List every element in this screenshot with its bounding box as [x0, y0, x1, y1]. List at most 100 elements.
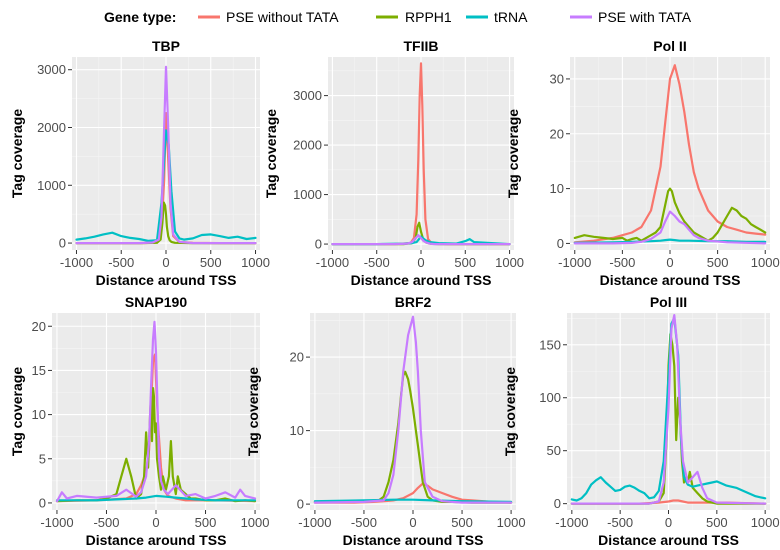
legend-label-2: RPPH1 — [405, 9, 452, 25]
x-tick-label: 500 — [451, 515, 473, 530]
x-axis-title: Distance around TSS — [598, 532, 739, 548]
panel-tfiib: -1000 -500 0 500 1000 0 1000 2000 3000 TFIIB Dista… — [263, 38, 524, 288]
x-tick-label: -1000 — [40, 515, 73, 530]
legend-item-2: RPPH1 — [376, 9, 452, 25]
panel-title: TFIIB — [404, 38, 439, 54]
x-tick-label: 0 — [162, 255, 169, 270]
y-tick-label: 2000 — [37, 120, 66, 135]
y-tick-label: 0 — [554, 496, 561, 511]
x-tick-label: 500 — [200, 255, 222, 270]
y-tick-label: 0 — [297, 497, 304, 512]
y-tick-label: 20 — [290, 350, 304, 365]
series-line-trna — [313, 498, 513, 503]
y-tick-label: 3000 — [37, 62, 66, 77]
x-tick-label: 0 — [665, 515, 672, 530]
x-axis-title: Distance around TSS — [600, 272, 741, 288]
x-axis-title: Distance around TSS — [96, 272, 237, 288]
x-tick-label: -500 — [108, 255, 134, 270]
x-axis-title: Distance around TSS — [343, 532, 484, 548]
x-tick-label: -1000 — [298, 515, 331, 530]
y-axis-title: Tag coverage — [505, 109, 521, 198]
legend-item-1: PSE without TATA — [198, 9, 339, 25]
y-tick-label: 50 — [547, 443, 561, 458]
x-tick-label: -500 — [93, 515, 119, 530]
y-tick-label: 10 — [290, 423, 304, 438]
y-tick-label: 5 — [39, 451, 46, 466]
x-tick-label: 1000 — [751, 515, 780, 530]
y-tick-label: 10 — [550, 181, 564, 196]
x-tick-label: 500 — [706, 515, 728, 530]
y-tick-label: 150 — [539, 337, 561, 352]
y-tick-label: 0 — [557, 236, 564, 251]
legend-label-3: tRNA — [494, 9, 528, 25]
legend-label-1: PSE without TATA — [226, 9, 339, 25]
panel-title: Pol III — [650, 294, 687, 310]
x-tick-label: 1000 — [241, 255, 270, 270]
legend-label-4: PSE with TATA — [598, 9, 692, 25]
x-tick-label: 0 — [409, 515, 416, 530]
x-tick-label: -500 — [364, 255, 390, 270]
series-line-rpph1 — [75, 201, 257, 245]
panel-brf2: -1000 -500 0 500 1000 0 10 20 BRF2 Distance aroun… — [245, 294, 526, 548]
panel-title: BRF2 — [395, 294, 432, 310]
panel-tbp: -1000 -500 0 500 1000 0 1000 2000 3000 TBP Distanc… — [9, 38, 270, 288]
x-tick-label: 500 — [195, 515, 217, 530]
y-tick-label: 0 — [59, 236, 66, 251]
chart-panels: -1000 -500 0 500 10000100020003000TBPDistanc… — [9, 38, 780, 548]
series-line-pse-with-tata — [570, 314, 767, 505]
series-line-trna — [55, 494, 257, 502]
series-line-rpph1 — [573, 187, 767, 242]
series-line-pse-with-tata — [331, 234, 511, 246]
x-tick-label: 0 — [417, 255, 424, 270]
x-tick-label: -500 — [607, 515, 633, 530]
x-tick-label: 500 — [707, 255, 729, 270]
legend-item-4: PSE with TATA — [570, 9, 692, 25]
y-axis-title: Tag coverage — [263, 109, 279, 198]
x-tick-label: 1000 — [751, 255, 780, 270]
series-line-pse-without-tata — [573, 64, 767, 244]
y-tick-label: 0 — [315, 237, 322, 252]
panel-title: Pol II — [653, 38, 686, 54]
x-tick-label: -1000 — [60, 255, 93, 270]
legend-title: Gene type: — [104, 9, 176, 25]
legend-item-3: tRNA — [466, 9, 528, 25]
panel-title: SNAP190 — [125, 294, 187, 310]
y-tick-label: 10 — [32, 407, 46, 422]
x-tick-label: 1000 — [497, 515, 526, 530]
y-tick-label: 0 — [39, 495, 46, 510]
y-tick-label: 20 — [550, 126, 564, 141]
panel-pol-iii: -1000 -500 0 500 1000 0 50 100 150 Pol III Distanc… — [502, 294, 780, 548]
x-tick-label: -1000 — [555, 515, 588, 530]
x-tick-label: 1000 — [241, 515, 270, 530]
y-axis-title: Tag coverage — [9, 109, 25, 198]
y-tick-label: 100 — [539, 390, 561, 405]
y-axis-title: Tag coverage — [9, 367, 25, 456]
y-tick-label: 30 — [550, 71, 564, 86]
x-tick-label: 0 — [666, 255, 673, 270]
y-axis-title: Tag coverage — [245, 367, 261, 456]
x-tick-label: 1000 — [495, 255, 524, 270]
x-axis-title: Distance around TSS — [86, 532, 227, 548]
x-tick-label: -1000 — [316, 255, 349, 270]
panel-pol-ii: -1000 -500 0 500 1000 0 10 20 30 Pol II Distance a… — [505, 38, 780, 288]
series-line-pse-with-tata — [55, 320, 257, 503]
series-line-pse-with-tata — [573, 210, 767, 245]
x-tick-label: -500 — [351, 515, 377, 530]
y-tick-label: 3000 — [293, 88, 322, 103]
x-axis-title: Distance around TSS — [351, 272, 492, 288]
panel-title: TBP — [152, 38, 180, 54]
y-tick-label: 1000 — [293, 187, 322, 202]
y-tick-label: 15 — [32, 363, 46, 378]
series-line-pse-with-tata — [75, 65, 257, 245]
panel-snap190: -1000 -500 0 500 1000 0 5 10 15 20 SNAP190 Distance… — [9, 294, 270, 548]
legend: Gene type: PSE without TATA RPPH1 tRNA P… — [104, 9, 692, 25]
y-tick-label: 20 — [32, 319, 46, 334]
x-tick-label: 0 — [152, 515, 159, 530]
x-tick-label: 500 — [454, 255, 476, 270]
y-tick-label: 1000 — [37, 178, 66, 193]
x-tick-label: -500 — [609, 255, 635, 270]
x-tick-label: -1000 — [558, 255, 591, 270]
y-tick-label: 2000 — [293, 138, 322, 153]
y-axis-title: Tag coverage — [502, 367, 518, 456]
